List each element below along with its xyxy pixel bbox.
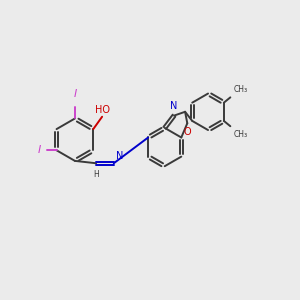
Text: CH₃: CH₃ xyxy=(234,130,248,139)
Text: N: N xyxy=(170,101,178,112)
Text: H: H xyxy=(93,170,99,179)
Text: I: I xyxy=(38,145,41,155)
Text: HO: HO xyxy=(94,105,110,115)
Text: N: N xyxy=(116,152,124,161)
Text: I: I xyxy=(73,89,76,99)
Text: O: O xyxy=(184,128,191,137)
Text: CH₃: CH₃ xyxy=(234,85,248,94)
